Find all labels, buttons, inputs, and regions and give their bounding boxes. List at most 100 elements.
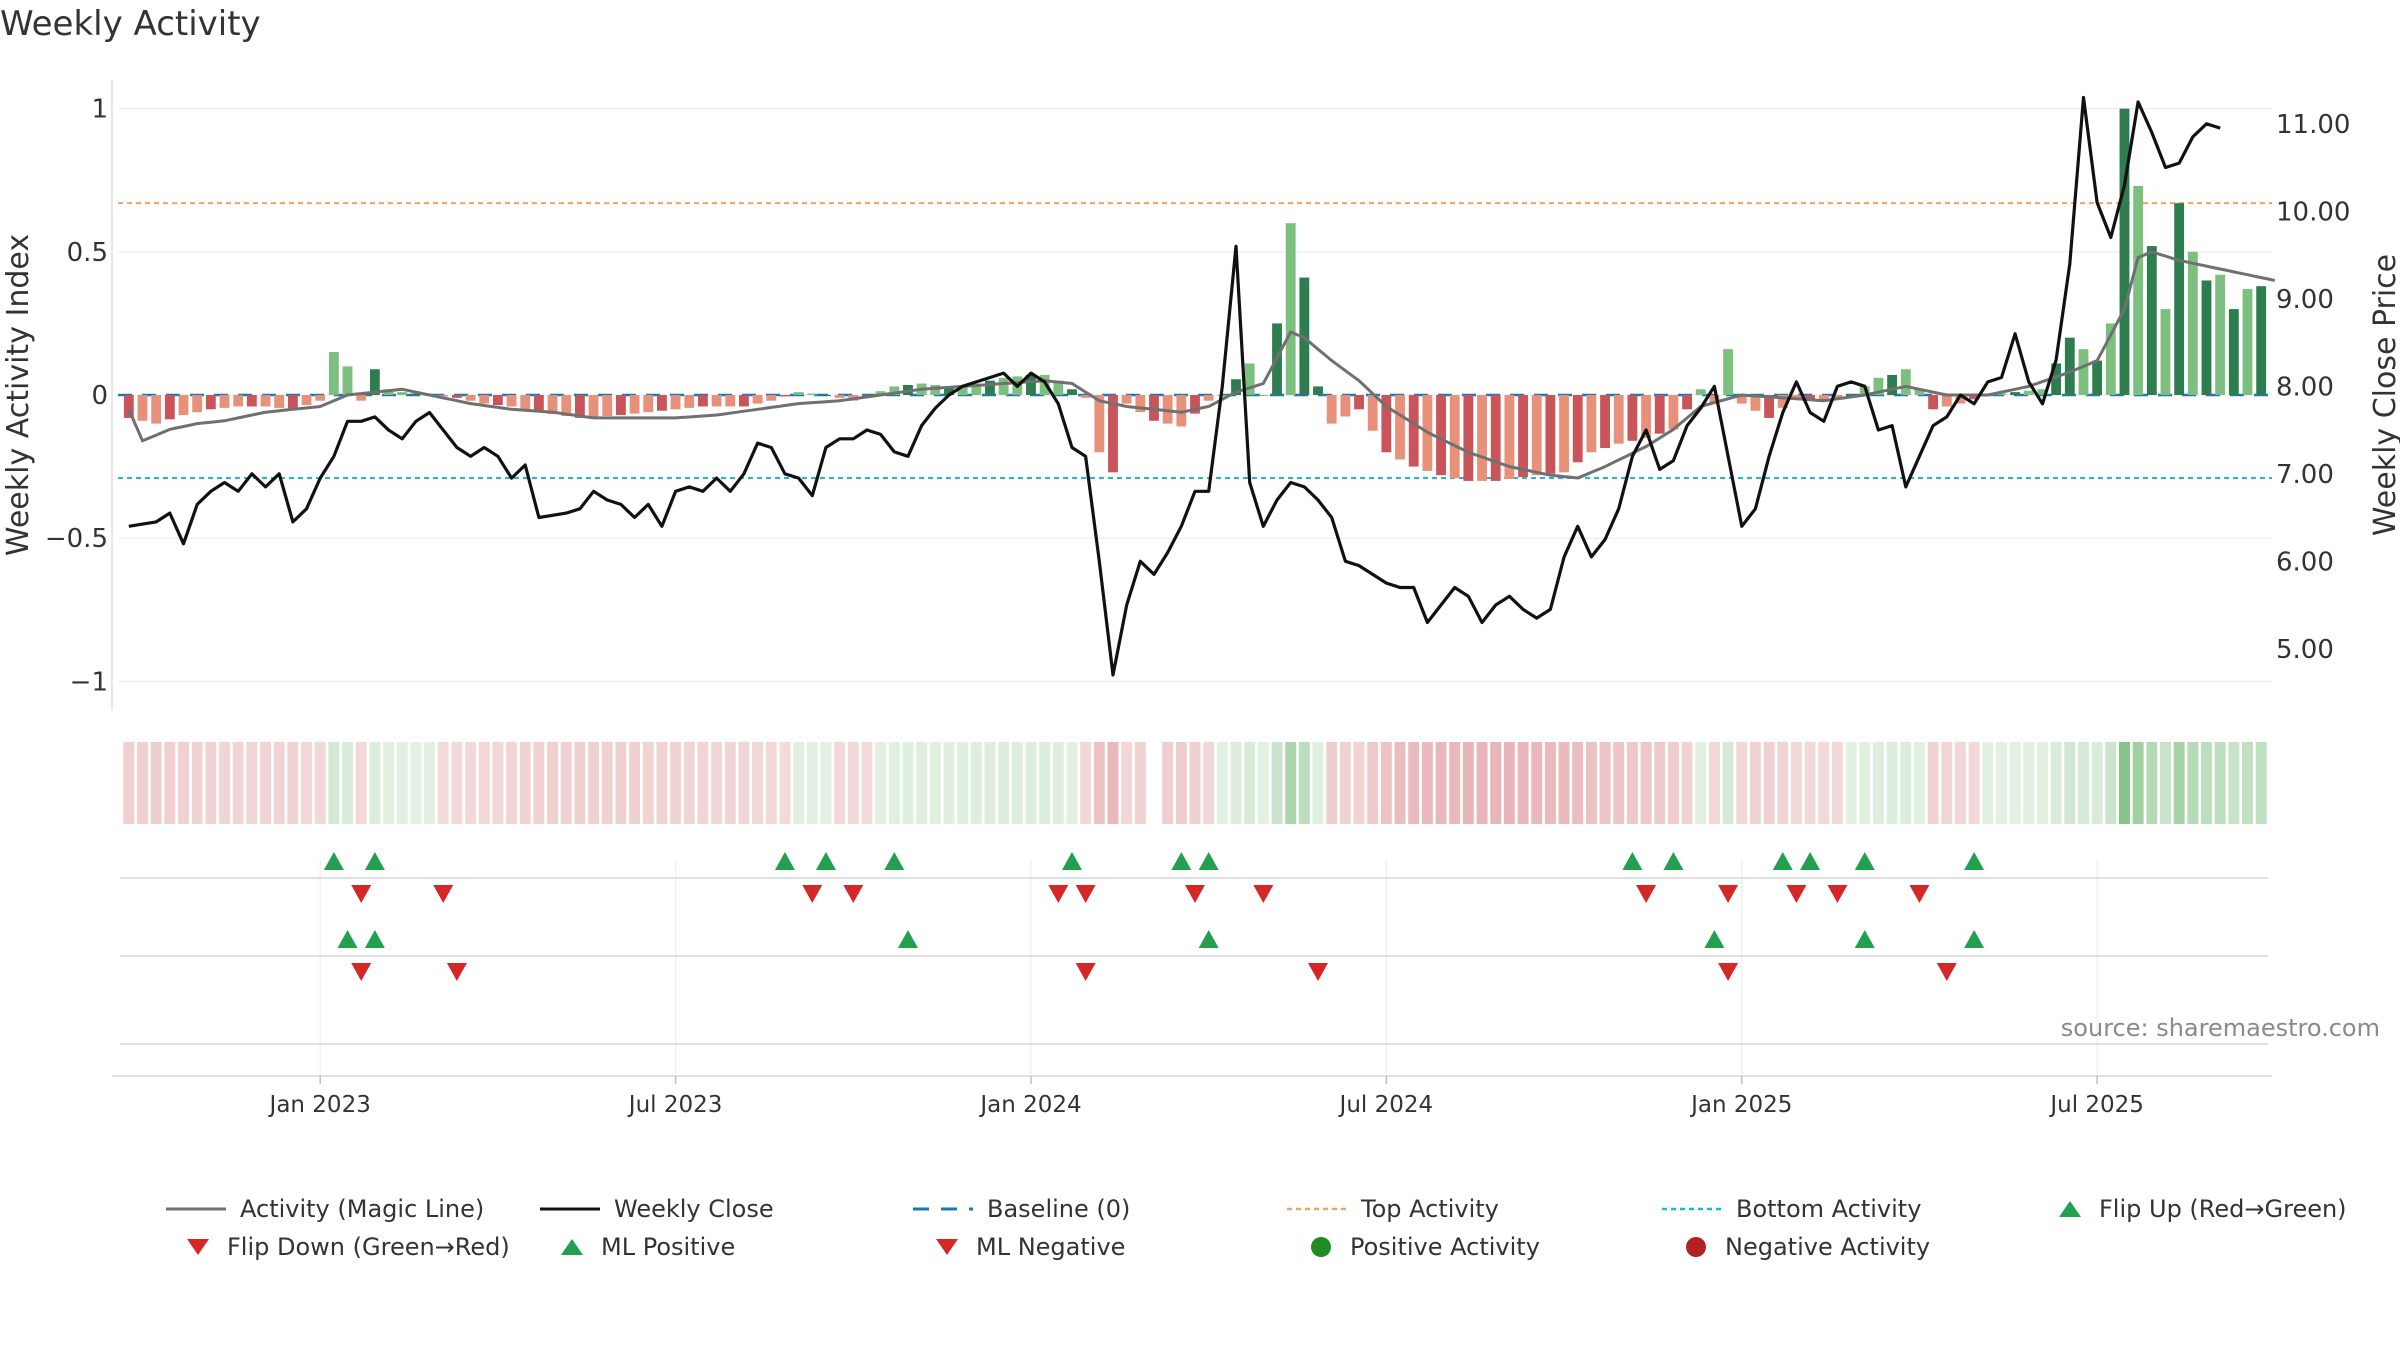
legend-label: ML Negative	[976, 1233, 1126, 1261]
activity-strip-cell	[301, 742, 312, 824]
ml-positive-marker	[337, 930, 358, 948]
flip-up-marker	[1198, 852, 1219, 870]
activity-bar	[342, 366, 353, 395]
activity-strip-cell	[1080, 742, 1092, 824]
activity-bar	[985, 380, 995, 395]
activity-bar	[1887, 374, 1898, 395]
activity-bar	[1231, 379, 1241, 395]
activity-bar	[479, 395, 490, 404]
activity-strip-cell	[697, 742, 709, 824]
activity-strip-cell	[178, 742, 189, 824]
legend-symbol-weekly-close	[540, 1199, 614, 1219]
activity-strip-cell	[2091, 742, 2103, 824]
legend-item-ml-positive: ML Positive	[557, 1233, 735, 1261]
activity-strip-cell	[1804, 742, 1816, 824]
activity-bar	[1873, 377, 1884, 395]
legend-symbol-top-activity	[1287, 1199, 1361, 1219]
legend-label: Negative Activity	[1725, 1233, 1931, 1261]
y2-tick-label: 8.00	[2276, 372, 2334, 402]
activity-bar	[1449, 395, 1460, 479]
activity-strip-cell	[861, 742, 873, 824]
legend-item-ml-negative: ML Negative	[932, 1233, 1125, 1261]
activity-bar	[1818, 395, 1829, 401]
activity-strip-cell	[1408, 742, 1420, 824]
legend-item-flip-down: Flip Down (Green→Red)	[183, 1233, 510, 1261]
activity-strip-cell	[957, 742, 969, 824]
activity-bar	[246, 395, 257, 407]
activity-bar	[205, 395, 216, 410]
activity-strip-cell	[1298, 742, 1310, 824]
activity-strip-cell	[888, 742, 900, 824]
activity-strip-cell	[847, 742, 859, 824]
activity-strip-cell	[1995, 742, 2007, 824]
activity-strip-cell	[1421, 742, 1433, 824]
legend-label: Weekly Close	[614, 1195, 774, 1223]
legend-item-flip-up: Flip Up (Red→Green)	[2055, 1195, 2347, 1223]
activity-bar	[2146, 246, 2157, 395]
legend-item-top-activity: Top Activity	[1287, 1195, 1499, 1223]
activity-strip-cell	[588, 742, 600, 824]
y2-tick-label: 7.00	[2276, 460, 2334, 490]
flip-up-marker	[323, 852, 344, 870]
activity-strip-cell	[1886, 742, 1898, 824]
activity-strip-cell	[765, 742, 777, 824]
activity-strip-cell	[246, 742, 258, 824]
ml-positive-marker	[1198, 930, 1219, 948]
activity-bar	[1572, 395, 1583, 463]
activity-bar	[1408, 395, 1419, 467]
activity-strip-cell	[1462, 742, 1474, 824]
activity-strip-cell	[711, 742, 723, 824]
grid-lines	[118, 108, 2272, 1075]
activity-strip-cell	[902, 742, 914, 824]
activity-strip-cell	[601, 742, 613, 824]
activity-strip-cell	[1230, 742, 1242, 824]
activity-bar	[656, 395, 667, 411]
flip-up-marker	[1663, 852, 1684, 870]
activity-bar	[1928, 395, 1939, 410]
chart-legend: Activity (Magic Line) Weekly Close Baselin…	[0, 1195, 2400, 1315]
activity-strip-cell	[916, 742, 928, 824]
activity-bar	[930, 384, 941, 395]
activity-strip-cell	[998, 742, 1010, 824]
activity-bar	[602, 395, 613, 416]
series-lines	[127, 95, 2276, 677]
activity-bar	[1285, 223, 1296, 395]
legend-item-positive-activity: Positive Activity	[1306, 1233, 1540, 1261]
activity-strip-cell	[683, 742, 695, 824]
activity-bar	[547, 395, 558, 415]
activity-bar	[1613, 395, 1624, 444]
activity-strip-cell	[1927, 742, 1939, 824]
activity-strip-cell	[1216, 742, 1228, 824]
activity-bar	[752, 395, 763, 404]
activity-strip-cell	[1572, 742, 1584, 824]
activity-bar	[287, 395, 298, 410]
activity-strip-cell	[424, 742, 436, 824]
activity-bar	[2133, 185, 2144, 395]
magic-line	[127, 250, 2276, 480]
activity-strip-cell	[191, 742, 203, 824]
activity-bar	[1682, 395, 1692, 410]
legend-item-baseline: Baseline (0)	[913, 1195, 1130, 1223]
activity-strip-cell	[752, 742, 764, 824]
activity-bar	[1490, 395, 1501, 481]
activity-strip-cell	[1790, 742, 1802, 824]
activity-strip-cell	[943, 742, 955, 824]
activity-strip-cell	[369, 742, 381, 824]
activity-strip-cell	[574, 742, 586, 824]
activity-strip-cell	[1531, 742, 1543, 824]
x-tick-label: Jul 2025	[2048, 1092, 2144, 1118]
activity-strip-cell	[1394, 742, 1406, 824]
activity-strip-cell	[1380, 742, 1392, 824]
legend-label: Positive Activity	[1350, 1233, 1540, 1261]
activity-bar	[2242, 289, 2253, 395]
activity-bar	[561, 395, 572, 416]
legend-label: Top Activity	[1361, 1195, 1499, 1223]
activity-strip-cell	[1667, 742, 1679, 824]
activity-strip-cell	[2119, 742, 2130, 824]
legend-symbol-magic-line	[166, 1199, 240, 1219]
legend-symbol-positive-activity	[1306, 1236, 1350, 1258]
axes: 1 0.5 0 −0.5 −1 11.00 10.00 9.00 8.00 7.00 6.00 5.0…	[1, 80, 2400, 710]
activity-strip-cell	[629, 742, 641, 824]
activity-bar	[1832, 395, 1843, 398]
